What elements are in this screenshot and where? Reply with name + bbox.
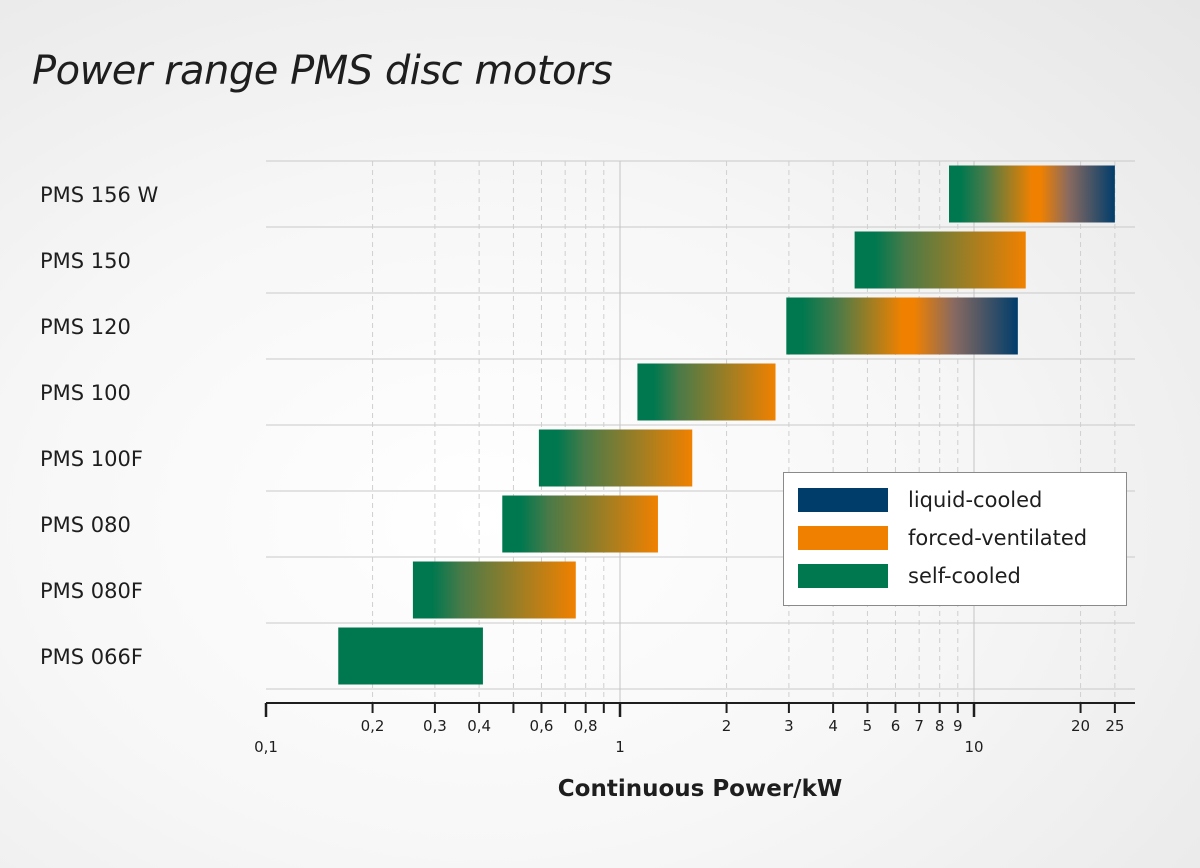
legend-item-liquid: liquid-cooled: [798, 487, 1042, 513]
x-tick-label: 0,3: [423, 717, 447, 735]
legend-label-self: self-cooled: [908, 564, 1021, 588]
x-tick-label: 0,2: [361, 717, 385, 735]
legend: liquid-cooled forced-ventilated self-coo…: [783, 472, 1127, 606]
bar-pms-120: [786, 297, 1018, 355]
legend-label-liquid: liquid-cooled: [908, 488, 1043, 512]
x-tick-label: 20: [1071, 717, 1090, 735]
bar-pms-066f: [338, 627, 483, 685]
x-tick-label: 8: [935, 717, 945, 735]
category-label: PMS 120: [40, 315, 131, 339]
x-tick-label: 5: [863, 717, 873, 735]
bar-pms-100f: [538, 429, 693, 487]
legend-item-self: self-cooled: [798, 563, 1021, 589]
bar-pms-100: [637, 363, 776, 421]
legend-swatch-self: [798, 564, 888, 588]
x-tick-label: 2: [722, 717, 732, 735]
x-tick-label: 0,8: [574, 717, 598, 735]
x-tick-label: 25: [1105, 717, 1124, 735]
legend-swatch-liquid: [798, 488, 888, 512]
x-tick-label: 4: [828, 717, 838, 735]
chart-title: Power range PMS disc motors: [32, 48, 613, 94]
legend-swatch-forced: [798, 526, 888, 550]
bar-pms-156-w: [949, 165, 1115, 223]
bar-pms-080f: [412, 561, 576, 619]
x-tick-label: 0,1: [254, 738, 278, 756]
x-tick-label: 0,6: [530, 717, 554, 735]
category-label: PMS 156 W: [40, 183, 159, 207]
x-tick-label: 7: [914, 717, 924, 735]
x-tick-label: 1: [615, 738, 625, 756]
legend-label-forced: forced-ventilated: [908, 526, 1088, 550]
category-label: PMS 100: [40, 381, 131, 405]
category-label: PMS 080: [40, 513, 131, 537]
x-tick-label: 9: [953, 717, 963, 735]
category-label: PMS 066F: [40, 645, 143, 669]
category-labels: PMS 156 W PMS 150 PMS 120 PMS 100 PMS 100F PM…: [40, 183, 159, 669]
x-tick-label: 6: [891, 717, 901, 735]
bar-pms-150: [854, 231, 1026, 289]
category-label: PMS 100F: [40, 447, 143, 471]
x-axis-label: Continuous Power/kW: [557, 776, 843, 802]
legend-item-forced: forced-ventilated: [798, 525, 1087, 551]
x-tick-label: 3: [784, 717, 794, 735]
bars: [338, 165, 1115, 685]
x-tick-label: 0,4: [467, 717, 491, 735]
x-tick-label: 10: [964, 738, 983, 756]
x-axis: 0,1 1 10 0,2 0,3 0,4 0,6 0,8 2 3 4 5 6 7 8 9 20 25: [254, 702, 1135, 756]
category-label: PMS 150: [40, 249, 131, 273]
category-label: PMS 080F: [40, 579, 143, 603]
bar-pms-080: [502, 495, 658, 553]
